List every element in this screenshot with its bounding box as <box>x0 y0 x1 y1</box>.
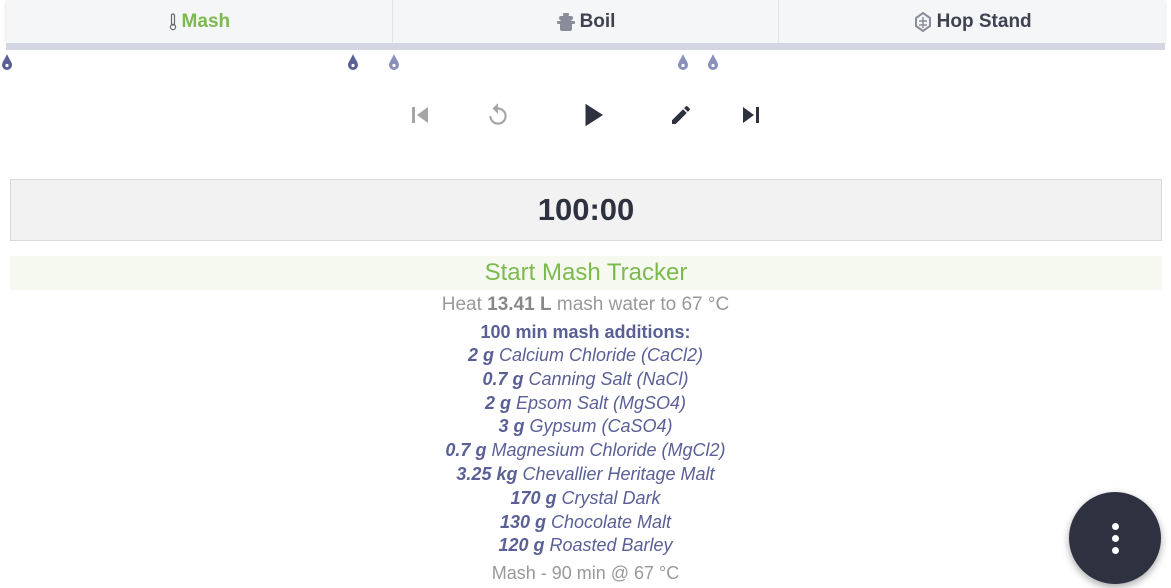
addition-item: 0.7 g Magnesium Chloride (MgCl2) <box>445 440 726 461</box>
addition-item: 0.7 g Canning Salt (NaCl) <box>482 368 689 389</box>
additions-header: 100 min mash additions: <box>480 322 691 342</box>
start-mash-tracker-button[interactable]: Start Mash Tracker <box>10 256 1162 290</box>
addition-item: 130 g Chocolate Malt <box>499 511 672 532</box>
play-icon <box>585 103 603 127</box>
timer-display: 100:00 <box>10 179 1162 241</box>
skip-previous-button[interactable] <box>405 100 435 130</box>
tab-label: Boil <box>579 10 616 32</box>
hop-icon <box>914 11 931 32</box>
heat-instruction: Heat 13.41 L mash water to 67 °C <box>441 294 730 315</box>
addition-marker-icon[interactable] <box>678 54 688 70</box>
tab-label: Mash <box>181 10 231 32</box>
pencil-icon <box>672 105 690 124</box>
thermometer-icon <box>169 12 176 30</box>
more-options-button[interactable] <box>1069 492 1161 584</box>
addition-item: 170 g Crystal Dark <box>510 487 661 508</box>
step-info: Heat 13.41 L mash water to 67 °C 100 min… <box>0 292 1171 586</box>
addition-marker-icon[interactable] <box>389 54 399 70</box>
addition-item: 3.25 kg Chevallier Heritage Malt <box>456 463 715 484</box>
addition-item: 2 g Epsom Salt (MgSO4) <box>484 392 687 413</box>
skip-next-icon <box>743 107 759 123</box>
tab-mash[interactable]: Mash <box>6 0 393 43</box>
play-button[interactable] <box>578 100 608 130</box>
skip-next-button[interactable] <box>736 100 766 130</box>
tab-hop-stand[interactable]: Hop Stand <box>779 0 1165 43</box>
more-vert-icon <box>1111 522 1119 554</box>
tab-label: Hop Stand <box>936 10 1032 32</box>
addition-item: 3 g Gypsum (CaSO4) <box>498 416 673 437</box>
pot-icon <box>556 12 575 31</box>
addition-marker-icon[interactable] <box>2 54 12 70</box>
addition-item: 2 g Calcium Chloride (CaCl2) <box>467 345 704 365</box>
addition-marker-icon[interactable] <box>708 54 718 70</box>
edit-button[interactable] <box>666 100 696 130</box>
progress-bar <box>6 43 1165 50</box>
addition-marker-icon[interactable] <box>348 54 358 70</box>
reset-button[interactable] <box>483 100 513 130</box>
skip-previous-icon <box>412 107 428 123</box>
additions-list: 2 g Calcium Chloride (CaCl2) 0.7 g Cannin… <box>0 344 1171 558</box>
reset-icon <box>489 103 507 125</box>
addition-item: 120 g Roasted Barley <box>498 535 673 556</box>
stage-tabs: Mash Boil Hop Stand <box>6 0 1165 43</box>
step-description: Mash - 90 min @ 67 °C <box>491 563 680 584</box>
tab-boil[interactable]: Boil <box>393 0 780 43</box>
